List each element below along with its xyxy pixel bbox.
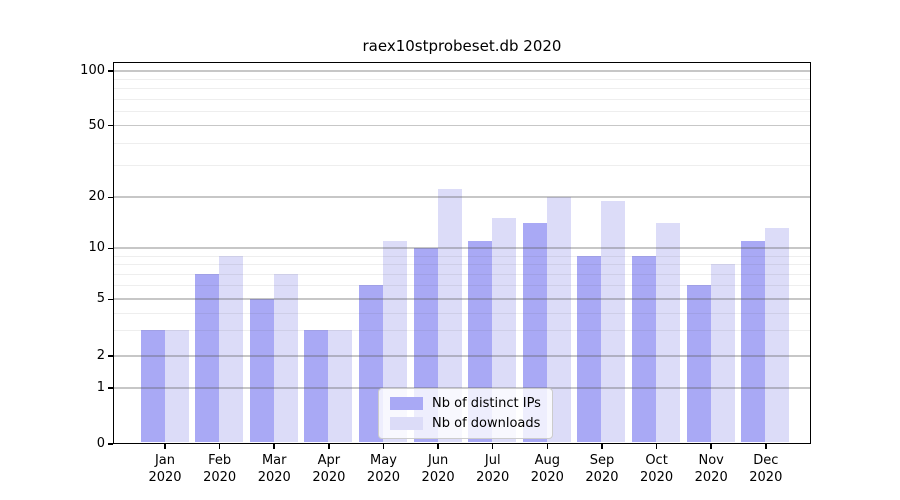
legend: Nb of distinct IPs Nb of downloads xyxy=(378,388,553,439)
legend-swatch xyxy=(390,417,423,430)
minor-gridline xyxy=(114,98,810,100)
minor-gridline xyxy=(114,78,810,80)
x-tick-mark xyxy=(710,444,712,449)
minor-gridline xyxy=(114,165,810,167)
x-tick-mark xyxy=(491,444,494,449)
bar-downloads xyxy=(273,274,298,442)
minor-gridline xyxy=(114,142,810,144)
y-tick-label: 2 xyxy=(96,348,105,363)
y-tick-mark xyxy=(108,355,113,357)
bar-downloads xyxy=(765,228,790,442)
bar-distinct-ips xyxy=(632,255,657,442)
bar-downloads xyxy=(328,330,353,442)
minor-gridline xyxy=(114,312,810,314)
legend-label: Nb of distinct IPs xyxy=(432,396,541,411)
legend-item: Nb of downloads xyxy=(390,416,541,431)
bar-downloads xyxy=(219,255,244,442)
major-gridline xyxy=(114,247,810,249)
minor-gridline xyxy=(114,285,810,287)
x-tick-label: Dec 2020 xyxy=(749,453,783,485)
bar-distinct-ips xyxy=(741,240,766,442)
y-tick-mark xyxy=(108,387,113,389)
major-gridline xyxy=(114,124,810,127)
minor-gridline xyxy=(114,88,810,90)
y-tick-label: 100 xyxy=(80,63,105,78)
x-tick-mark xyxy=(437,444,439,449)
y-tick-label: 1 xyxy=(96,380,105,395)
major-gridline xyxy=(114,355,810,357)
x-tick-label: Mar 2020 xyxy=(257,453,291,485)
y-tick-label: 5 xyxy=(96,291,105,307)
y-tick-label: 50 xyxy=(88,117,105,133)
bar-distinct-ips xyxy=(304,330,329,442)
bar-downloads xyxy=(601,200,626,442)
y-tick-mark xyxy=(108,70,113,72)
x-tick-label: Jan 2020 xyxy=(148,453,182,485)
minor-gridline xyxy=(114,255,810,257)
x-tick-mark xyxy=(273,444,275,449)
bar-distinct-ips xyxy=(686,285,711,442)
x-tick-label: Sep 2020 xyxy=(585,453,619,485)
legend-item: Nb of distinct IPs xyxy=(390,396,541,411)
x-tick-label: Jun 2020 xyxy=(421,453,455,485)
x-tick-mark xyxy=(218,444,221,449)
plot-area xyxy=(113,62,811,444)
bar-distinct-ips xyxy=(249,298,274,442)
x-tick-label: Jul 2020 xyxy=(476,453,510,485)
x-tick-mark xyxy=(601,444,603,449)
x-tick-label: Aug 2020 xyxy=(530,453,564,485)
minor-gridline xyxy=(114,264,810,266)
y-tick-mark xyxy=(108,298,113,301)
chart-title: raex10stprobeset.db 2020 xyxy=(362,37,562,55)
x-tick-mark xyxy=(546,444,549,449)
x-tick-label: Oct 2020 xyxy=(640,453,674,485)
bar-distinct-ips xyxy=(195,274,220,442)
y-tick-mark xyxy=(108,247,113,250)
x-tick-label: Apr 2020 xyxy=(312,453,346,485)
y-tick-mark xyxy=(108,443,113,445)
y-tick-label: 0 xyxy=(96,436,105,451)
minor-gridline xyxy=(114,274,810,276)
legend-swatch xyxy=(390,397,423,410)
x-tick-label: Nov 2020 xyxy=(694,453,728,485)
bar-downloads xyxy=(164,330,189,442)
major-gridline xyxy=(114,196,810,198)
minor-gridline xyxy=(114,110,810,112)
y-tick-mark xyxy=(108,124,113,127)
major-gridline xyxy=(114,70,810,72)
bar-downloads xyxy=(710,264,735,442)
x-tick-label: Feb 2020 xyxy=(203,453,237,485)
x-tick-label: May 2020 xyxy=(366,453,401,485)
major-gridline xyxy=(114,298,810,300)
legend-label: Nb of downloads xyxy=(432,416,541,431)
bar-distinct-ips xyxy=(140,330,165,442)
y-tick-label: 20 xyxy=(88,189,105,205)
y-tick-label: 10 xyxy=(88,240,105,256)
x-tick-mark xyxy=(382,444,385,449)
x-tick-mark xyxy=(655,444,658,449)
x-tick-mark xyxy=(164,444,166,449)
x-tick-mark xyxy=(328,444,330,449)
minor-gridline xyxy=(114,330,810,332)
major-gridline xyxy=(114,387,810,389)
x-tick-mark xyxy=(765,444,767,449)
bar-distinct-ips xyxy=(577,255,602,442)
bar-downloads xyxy=(656,223,681,442)
y-tick-mark xyxy=(108,196,113,199)
